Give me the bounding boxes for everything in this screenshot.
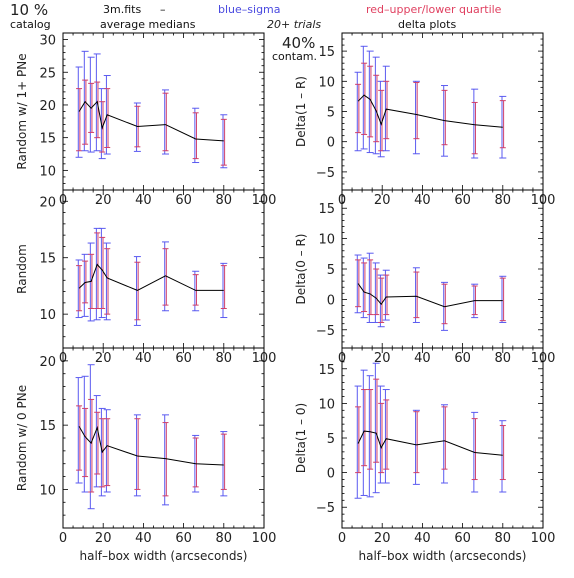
x-tick-label: 80	[495, 193, 512, 208]
y-tick-label: 15	[318, 363, 335, 378]
x-tick-label: 60	[454, 351, 471, 366]
x-tick-label: 60	[175, 193, 192, 208]
y-tick-label: 20	[39, 195, 56, 210]
y-tick-label: 15	[39, 252, 56, 267]
x-tick-label: 60	[454, 531, 471, 546]
x-axis-label: half–box width (arcseconds)	[359, 549, 527, 563]
plot-frame	[341, 32, 544, 191]
y-tick-label: 10	[39, 483, 56, 498]
y-tick-label: 15	[318, 45, 335, 60]
y-tick-label: −5	[316, 324, 335, 339]
x-tick-label: 20	[374, 531, 391, 546]
x-tick-label: 80	[216, 193, 233, 208]
header-trials: 20+ trials	[267, 18, 321, 31]
y-tick-label: 30	[39, 34, 56, 49]
x-tick-label: 60	[175, 351, 192, 366]
x-tick-label: 0	[59, 531, 67, 546]
y-axis-label: Random w/ 0 PNe	[15, 385, 29, 491]
x-tick-label: 80	[495, 351, 512, 366]
y-tick-label: 10	[318, 397, 335, 412]
y-axis-label: Random	[15, 244, 29, 294]
y-tick-label: 0	[327, 293, 335, 308]
y-tick-label: 0	[327, 136, 335, 151]
x-tick-label: 80	[495, 531, 512, 546]
y-tick-label: 10	[318, 233, 335, 248]
x-tick-label: 60	[175, 531, 192, 546]
x-tick-label: 20	[95, 193, 112, 208]
x-tick-label: 20	[95, 531, 112, 546]
median-series-line	[357, 283, 503, 308]
x-tick-label: 100	[531, 531, 556, 546]
header-file: 3m.fits	[103, 3, 141, 16]
x-tick-label: 40	[414, 351, 431, 366]
plot-frame	[62, 189, 265, 349]
y-tick-label: 5	[327, 263, 335, 278]
y-tick-label: 5	[327, 106, 335, 121]
x-tick-label: 20	[374, 193, 391, 208]
y-tick-label: 20	[39, 99, 56, 114]
x-tick-label: 40	[135, 531, 152, 546]
header-blue-sigma: blue–sigma	[218, 3, 281, 16]
y-tick-label: 25	[39, 66, 56, 81]
header-delta-plots: delta plots	[398, 18, 456, 31]
y-tick-label: 15	[39, 419, 56, 434]
header-catalog: catalog	[10, 18, 51, 31]
y-tick-label: 0	[327, 467, 335, 482]
x-tick-label: 20	[95, 351, 112, 366]
header-red-quartile: red–upper/lower quartile	[366, 3, 502, 16]
y-axis-label: Delta(0 – R)	[294, 234, 308, 305]
panel-p5: 0 20 40 60 80 100 10 15 20 Random w/ 0 PNe half–bo…	[15, 347, 277, 563]
header-dash: –	[160, 3, 166, 16]
median-series-line	[78, 100, 224, 142]
median-series-line	[357, 94, 503, 128]
header-contam: contam.	[272, 50, 317, 63]
median-series-line	[78, 425, 224, 466]
x-tick-label: 40	[135, 193, 152, 208]
y-tick-label: 10	[318, 75, 335, 90]
x-tick-label: 40	[414, 193, 431, 208]
y-tick-label: 5	[327, 432, 335, 447]
y-axis-label: Delta(1 – R)	[294, 76, 308, 147]
y-tick-label: −5	[316, 501, 335, 516]
median-series-line	[78, 263, 224, 291]
y-tick-label: −5	[316, 166, 335, 181]
median-series-line	[357, 430, 503, 456]
x-tick-label: 100	[252, 531, 277, 546]
y-axis-label: Random w/ 1+ PNe	[15, 53, 29, 169]
x-tick-label: 60	[454, 193, 471, 208]
x-tick-label: 80	[216, 531, 233, 546]
x-tick-label: 40	[135, 351, 152, 366]
x-tick-label: 80	[216, 351, 233, 366]
y-axis-label: Delta(1 – 0)	[294, 403, 308, 473]
y-tick-label: 15	[318, 202, 335, 217]
plot-frame	[341, 347, 544, 529]
y-tick-label: 15	[39, 132, 56, 147]
header-average-medians: average medians	[100, 18, 196, 31]
y-tick-label: 10	[39, 164, 56, 179]
header-percent: 10 %	[10, 1, 48, 19]
plot-frame	[62, 32, 265, 191]
x-tick-label: 40	[414, 531, 431, 546]
x-axis-label: half–box width (arcseconds)	[80, 549, 248, 563]
header-contam-percent: 40%	[282, 34, 315, 52]
y-tick-label: 10	[39, 308, 56, 323]
x-tick-label: 20	[374, 351, 391, 366]
y-tick-label: 20	[39, 355, 56, 370]
plot-frame	[341, 189, 544, 349]
x-tick-label: 0	[338, 531, 346, 546]
